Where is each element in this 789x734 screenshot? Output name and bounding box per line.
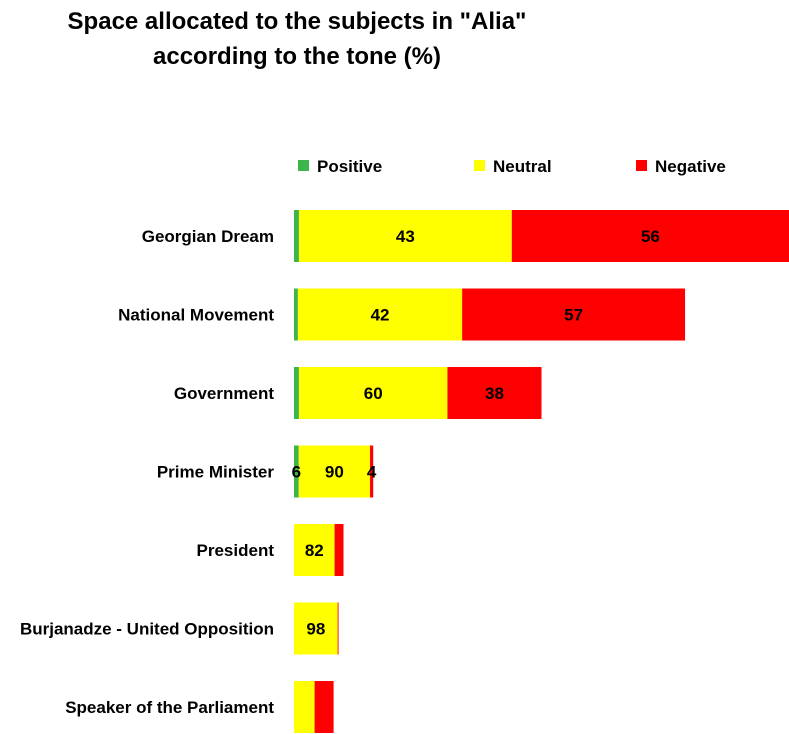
data-label-neutral: 43 [396, 227, 415, 246]
bar-segment-negative [314, 681, 334, 733]
category-label: Prime Minister [157, 463, 275, 482]
bar-segment-negative [462, 288, 686, 341]
chart-title-line-2: according to the tone (%) [153, 43, 441, 70]
category-label: President [197, 541, 275, 560]
chart-title-line-1: Space allocated to the subjects in "Alia… [68, 8, 527, 35]
category-label: Georgian Dream [142, 227, 274, 246]
data-label-neutral: 82 [305, 541, 324, 560]
category-label: Burjanadze - United Opposition [20, 620, 274, 639]
bar-segment-neutral [294, 524, 335, 576]
bar-segment-negative [337, 602, 339, 655]
data-label-negative: 56 [641, 227, 660, 246]
data-label-negative: 4 [367, 463, 377, 482]
data-label-neutral: 42 [371, 306, 390, 325]
chart-legend: Positive Neutral Negative [298, 157, 726, 176]
data-label-negative: 38 [485, 384, 504, 403]
category-label: National Movement [118, 306, 274, 325]
bar-segment-positive [294, 210, 299, 262]
chart-title: Space allocated to the subjects in "Alia… [68, 8, 527, 70]
category-labels: Georgian Dream National Movement Governmen… [20, 227, 274, 717]
legend-label-positive: Positive [317, 157, 382, 176]
category-label: Speaker of the Parliament [65, 698, 274, 717]
bar-segment-neutral [298, 210, 512, 262]
bar-segment-positive [294, 288, 298, 341]
bar-segment-neutral [294, 681, 315, 733]
data-label-neutral: 90 [325, 463, 344, 482]
data-label-neutral: 60 [364, 384, 383, 403]
data-label-positive: 6 [292, 463, 301, 482]
bars [294, 210, 789, 733]
data-label-negative: 57 [564, 306, 583, 325]
data-labels: 43 56 42 57 60 38 6 90 4 82 98 [292, 227, 660, 639]
legend-swatch-negative [636, 160, 647, 171]
legend-swatch-positive [298, 160, 309, 171]
bar-segment-negative [447, 367, 542, 419]
bar-segment-positive [294, 367, 299, 419]
legend-swatch-neutral [474, 160, 485, 171]
bar-segment-neutral [297, 288, 463, 341]
data-label-neutral: 98 [306, 620, 325, 639]
bar-segment-positive [294, 445, 299, 498]
bar-segment-negative [370, 445, 374, 498]
category-label: Government [174, 384, 274, 403]
legend-label-negative: Negative [655, 157, 726, 176]
legend-label-neutral: Neutral [493, 157, 552, 176]
bar-segment-neutral [298, 445, 371, 498]
bar-segment-neutral [298, 367, 448, 419]
bar-segment-neutral [294, 602, 338, 655]
bar-segment-negative [334, 524, 344, 576]
bar-segment-negative [511, 210, 789, 262]
